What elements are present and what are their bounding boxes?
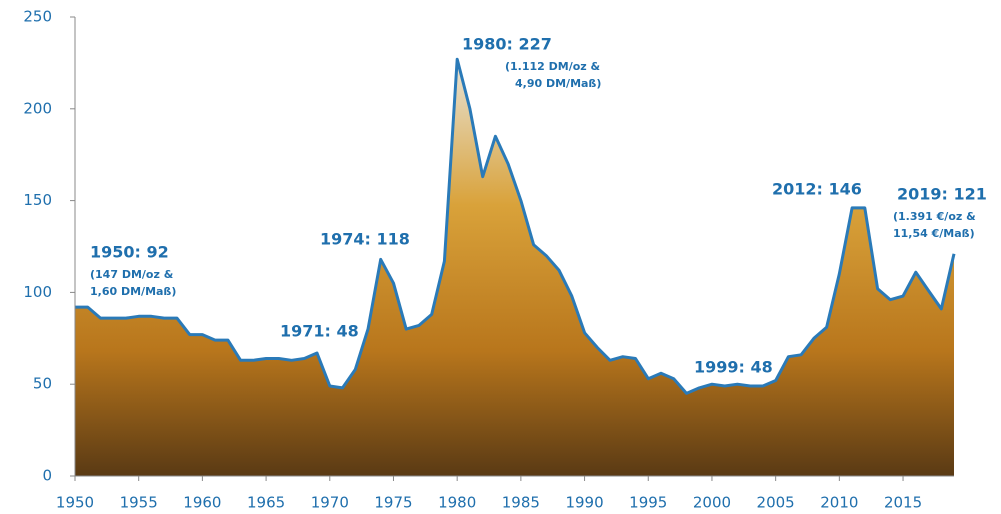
x-tick-label: 1975 xyxy=(374,494,412,512)
y-tick-label: 100 xyxy=(23,283,52,301)
annotation: 1950: 92 xyxy=(90,243,169,262)
annotation: 2019: 121 xyxy=(897,185,987,204)
x-tick-label: 1950 xyxy=(56,494,94,512)
annotation-note: 4,90 DM/Maß) xyxy=(515,77,601,90)
annotation-note: 1,60 DM/Maß) xyxy=(90,285,176,298)
x-tick-label: 2000 xyxy=(693,494,731,512)
y-tick-label: 200 xyxy=(23,99,52,117)
annotation: 1974: 118 xyxy=(320,230,410,249)
annotation: 1971: 48 xyxy=(280,322,359,341)
x-tick-label: 1990 xyxy=(565,494,603,512)
x-tick-label: 1960 xyxy=(183,494,221,512)
annotation: 1980: 227 xyxy=(462,35,552,54)
x-tick-label: 2005 xyxy=(757,494,795,512)
x-tick-label: 1970 xyxy=(311,494,349,512)
y-tick-label: 250 xyxy=(23,8,52,26)
x-tick-label: 1985 xyxy=(502,494,540,512)
x-tick-label: 1955 xyxy=(120,494,158,512)
x-tick-label: 2015 xyxy=(884,494,922,512)
x-tick-label: 1995 xyxy=(629,494,667,512)
annotation: 1999: 48 xyxy=(694,358,773,377)
x-tick-label: 1965 xyxy=(247,494,285,512)
annotation-note: (1.112 DM/oz & xyxy=(505,60,601,73)
annotation-note: (1.391 €/oz & xyxy=(893,210,976,223)
x-tick-label: 1980 xyxy=(438,494,476,512)
area-fill xyxy=(75,59,954,476)
price-line xyxy=(75,57,956,395)
annotation-note: (147 DM/oz & xyxy=(90,268,174,281)
annotation-note: 11,54 €/Maß) xyxy=(893,227,975,240)
y-tick-label: 50 xyxy=(33,375,52,393)
annotation: 2012: 146 xyxy=(772,180,862,199)
y-tick-label: 150 xyxy=(23,191,52,209)
x-tick-label: 2010 xyxy=(820,494,858,512)
y-tick-label: 0 xyxy=(42,467,52,485)
